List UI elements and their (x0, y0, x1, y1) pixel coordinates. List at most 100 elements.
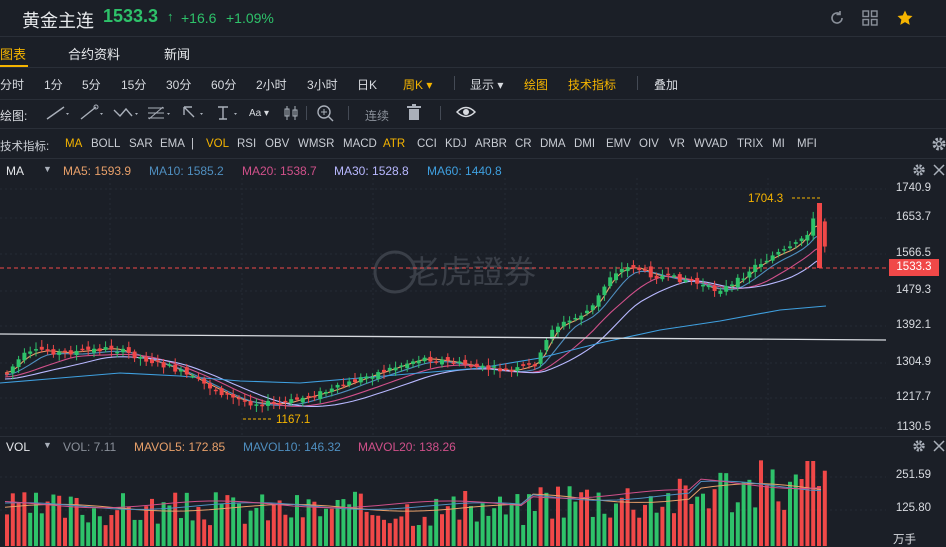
period-2h[interactable]: 2小时 (256, 78, 287, 92)
indicator-trix[interactable]: TRIX (737, 138, 764, 150)
trend-line[interactable] (0, 333, 887, 341)
arrow-tool-icon[interactable] (180, 104, 208, 127)
candle-body (422, 357, 427, 362)
grid-icon[interactable] (862, 10, 878, 26)
period-3h[interactable]: 3小时 (307, 78, 338, 92)
indicator-vol[interactable]: VOL (206, 138, 230, 150)
trash-icon[interactable] (406, 104, 422, 127)
candle-body (219, 388, 224, 396)
price-chart[interactable]: 老虎證券 1704.3 1167.1 (0, 178, 946, 436)
period-weekly-dropdown[interactable]: 周K ▾ (403, 78, 433, 92)
zoom-icon[interactable] (316, 104, 334, 127)
indicator-dma[interactable]: DMA (540, 138, 566, 150)
candle-body (324, 392, 328, 394)
ma-close-icon[interactable] (932, 163, 946, 182)
indicator-atr[interactable]: ATR (383, 138, 406, 150)
vol-dropdown-icon[interactable]: ▼ (43, 440, 52, 450)
indicator-oiv[interactable]: OIV (639, 138, 659, 150)
period-60m[interactable]: 60分 (211, 78, 237, 92)
mavol20-value: MAVOL20: 138.26 (358, 440, 456, 454)
volume-bar (590, 516, 595, 546)
indicator-wmsr[interactable]: WMSR (298, 138, 335, 150)
fib-tool-icon[interactable] (146, 104, 174, 127)
volume-bar (544, 492, 549, 546)
candle-body (672, 275, 676, 277)
vol-settings-gear-icon[interactable] (912, 439, 926, 458)
candle-body (382, 369, 386, 373)
volume-bar (689, 503, 694, 546)
indicator-mi[interactable]: MI (772, 138, 785, 150)
volume-bar (306, 499, 311, 546)
volume-bar (242, 523, 247, 546)
tech-indicator-button[interactable]: 技术指标 (568, 78, 617, 92)
volume-bar (387, 523, 392, 546)
continuous-toggle[interactable]: 连续 (365, 109, 390, 123)
indicator-cr[interactable]: CR (515, 138, 532, 150)
volume-bar (115, 510, 120, 546)
indicator-arbr[interactable]: ARBR (475, 138, 507, 150)
vol-selector[interactable]: VOL (6, 440, 31, 454)
ma-settings-gear-icon[interactable] (912, 163, 926, 182)
ray-tool-icon[interactable] (78, 104, 104, 127)
volume-bar (672, 513, 676, 546)
active-tab-indicator (0, 65, 28, 67)
indicator-rsi[interactable]: RSI (237, 138, 257, 150)
indicator-emv[interactable]: EMV (606, 138, 631, 150)
vol-close-icon[interactable] (932, 439, 946, 458)
text-tool-icon[interactable]: Aa ▾ (249, 108, 270, 119)
indicator-macd[interactable]: MACD (343, 138, 377, 150)
ma-selector[interactable]: MA (6, 164, 24, 178)
line-tool-icon[interactable] (44, 104, 70, 127)
settings-gear-icon[interactable] (931, 136, 946, 157)
period-timeshare[interactable]: 分时 (0, 78, 25, 92)
candle-body (353, 379, 357, 383)
indicator-wvad[interactable]: WVAD (694, 138, 728, 150)
indicator-sar[interactable]: SAR (129, 138, 153, 150)
period-30m[interactable]: 30分 (166, 78, 192, 92)
period-1m[interactable]: 1分 (44, 78, 63, 92)
volume-bar (573, 501, 578, 546)
indicator-boll[interactable]: BOLL (91, 138, 121, 150)
period-daily[interactable]: 日K (357, 78, 378, 92)
volume-bar (260, 494, 265, 546)
indicator-dmi[interactable]: DMI (574, 138, 596, 150)
display-dropdown[interactable]: 显示 ▾ (470, 78, 504, 92)
candle-body (126, 347, 131, 353)
refresh-icon[interactable] (829, 10, 845, 26)
tab-contract-info[interactable]: 合约资料 (68, 47, 121, 62)
ma60-value: MA60: 1440.8 (427, 164, 502, 178)
tab-chart[interactable]: 图表 (0, 47, 27, 62)
period-15m[interactable]: 15分 (121, 78, 147, 92)
indicator-ema[interactable]: EMA (160, 138, 185, 150)
zigzag-tool-icon[interactable] (112, 104, 140, 127)
candle-body (364, 376, 369, 379)
text-cursor-tool-icon[interactable] (214, 104, 242, 127)
candle-body (677, 274, 682, 283)
indicator-cci[interactable]: CCI (417, 138, 437, 150)
volume-bar (329, 508, 334, 546)
period-5m[interactable]: 5分 (82, 78, 101, 92)
indicator-kdj[interactable]: KDJ (445, 138, 467, 150)
candle-body (254, 404, 259, 406)
volume-bar (811, 461, 816, 546)
volume-bar (335, 499, 340, 546)
indicator-vr[interactable]: VR (669, 138, 685, 150)
vol-axis-high: 251.59 (895, 469, 931, 481)
star-icon[interactable] (896, 9, 914, 27)
ma-dropdown-icon[interactable]: ▼ (43, 164, 52, 174)
tab-news[interactable]: 新闻 (164, 47, 191, 62)
indicator-ma[interactable]: MA (65, 138, 83, 150)
candle-body (654, 275, 659, 279)
volume-bar (283, 514, 288, 546)
volume-bar (103, 525, 108, 546)
indicator-mfi[interactable]: MFI (797, 138, 817, 150)
mavol10-value: MAVOL10: 146.32 (243, 440, 341, 454)
draw-button[interactable]: 绘图 (524, 78, 549, 92)
eye-icon[interactable] (455, 105, 477, 124)
volume-chart[interactable] (0, 455, 946, 546)
bars-tool-icon[interactable] (283, 104, 301, 127)
overlay-button[interactable]: 叠加 (654, 78, 679, 92)
candle-body (457, 361, 462, 363)
indicator-obv[interactable]: OBV (265, 138, 290, 150)
candle-body (213, 389, 218, 392)
